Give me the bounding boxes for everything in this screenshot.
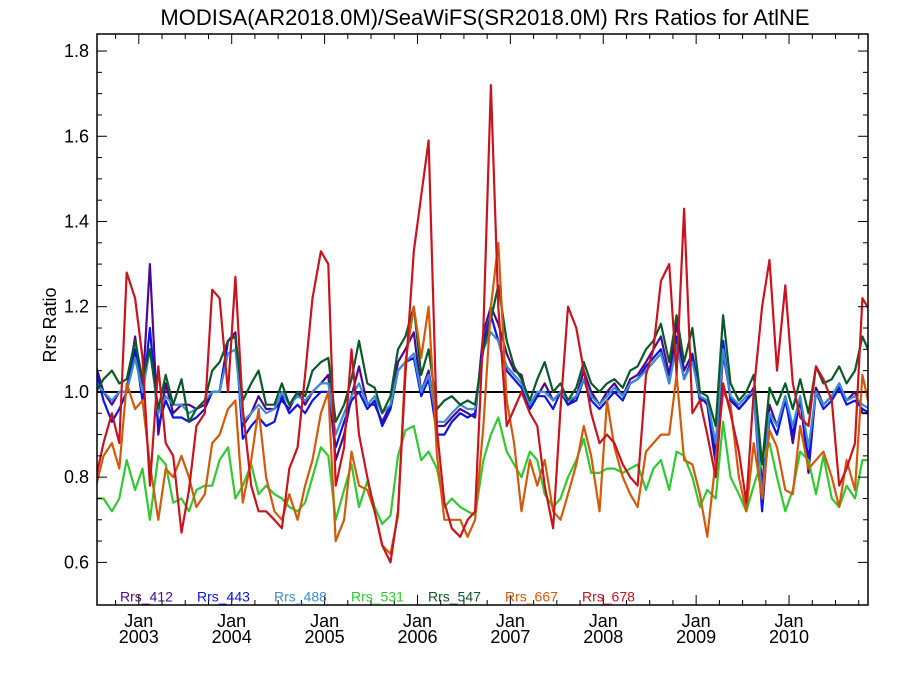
- series-line-rrs-531: [97, 416, 868, 526]
- y-tick-label: 0.6: [64, 552, 89, 572]
- y-tick-label: 1.4: [64, 211, 89, 231]
- title-group: MODISA(AR2018.0M)/SeaWiFS(SR2018.0M) Rrs…: [160, 5, 809, 30]
- legend-item-rrs-412: Rrs_412: [120, 588, 173, 604]
- x-tick-label-year: 2008: [583, 627, 623, 647]
- y-tick-label: 1.8: [64, 41, 89, 61]
- legend-item-rrs-488: Rrs_488: [274, 588, 327, 604]
- series-layer: [97, 83, 868, 564]
- legend-item-rrs-443: Rrs_443: [197, 588, 250, 604]
- series-line-rrs-678: [97, 83, 868, 564]
- x-tick-label-year: 2003: [119, 627, 159, 647]
- legend-item-rrs-547: Rrs_547: [428, 588, 481, 604]
- x-tick-label-year: 2004: [212, 627, 252, 647]
- legend: Rrs_412 Rrs_443 Rrs_488 Rrs_531 Rrs_547 Rrs_6…: [120, 588, 635, 604]
- x-tick-label-month: Jan: [775, 611, 804, 631]
- x-tick-label-month: Jan: [682, 611, 711, 631]
- x-tick-label-month: Jan: [310, 611, 339, 631]
- plot-frame: [96, 33, 869, 606]
- y-tick-label: 1.6: [64, 126, 89, 146]
- series-line-rrs-667: [97, 241, 868, 556]
- x-tick-label-year: 2009: [676, 627, 716, 647]
- x-tick-label-month: Jan: [589, 611, 618, 631]
- x-tick-label-year: 2007: [490, 627, 530, 647]
- x-tick-label-year: 2006: [397, 627, 437, 647]
- y-axis: 0.6 0.8 1.0 1.2 1.4 1.6 1.8: [64, 41, 868, 572]
- y-tick-label: 1.2: [64, 297, 89, 317]
- y-tick-label: 0.8: [64, 467, 89, 487]
- x-tick-label-year: 2010: [769, 627, 809, 647]
- x-tick-label-month: Jan: [496, 611, 525, 631]
- legend-item-rrs-667: Rrs_667: [505, 588, 558, 604]
- legend-item-rrs-531: Rrs_531: [351, 588, 404, 604]
- chart-title: MODISA(AR2018.0M)/SeaWiFS(SR2018.0M) Rrs…: [160, 5, 809, 30]
- y-axis-title: Rrs Ratio: [40, 287, 60, 362]
- x-tick-label-year: 2005: [305, 627, 345, 647]
- x-tick-label-month: Jan: [217, 611, 246, 631]
- x-tick-label-month: Jan: [403, 611, 432, 631]
- plot-area: [97, 83, 868, 564]
- x-axis: Jan2003Jan2004Jan2005Jan2006Jan2007Jan20…: [115, 34, 860, 647]
- y-tick-label: 1.0: [64, 382, 89, 402]
- legend-item-rrs-678: Rrs_678: [582, 588, 635, 604]
- x-tick-label-month: Jan: [124, 611, 153, 631]
